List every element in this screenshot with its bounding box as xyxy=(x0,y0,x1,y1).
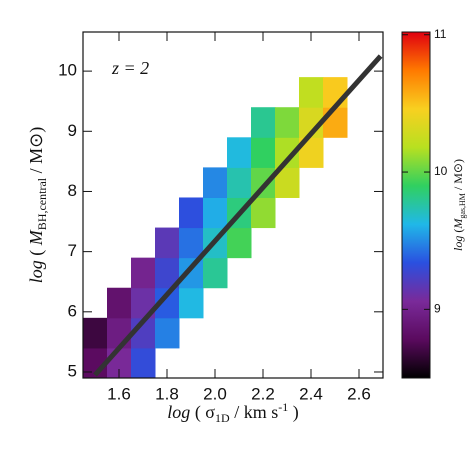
fit-line xyxy=(93,54,383,377)
heatmap-cell xyxy=(107,317,132,349)
heatmap-cell xyxy=(251,197,276,229)
x-axis-label: log ( σ1D / km s-1 ) xyxy=(167,400,298,425)
heatmap-cell xyxy=(179,257,204,289)
heatmap-cell xyxy=(179,227,204,259)
heatmap-cell xyxy=(203,197,228,229)
heatmap xyxy=(83,77,348,379)
y-tick-label: 10 xyxy=(58,61,77,80)
heatmap-cell xyxy=(251,137,276,168)
annotation: z = 2 xyxy=(111,58,149,78)
colorbar-tick-label: 11 xyxy=(434,27,447,41)
heatmap-cell xyxy=(155,317,180,349)
heatmap-cell xyxy=(227,137,252,168)
heatmap-cell xyxy=(227,167,252,198)
heatmap-cell xyxy=(227,227,252,259)
heatmap-cell xyxy=(275,107,300,138)
heatmap-cell xyxy=(83,317,108,349)
y-tick-label: 6 xyxy=(68,301,77,320)
heatmap-cell xyxy=(299,77,324,108)
colorbar-tick-label: 9 xyxy=(434,302,441,316)
heatmap-cell xyxy=(131,257,156,289)
heatmap-cell xyxy=(179,197,204,229)
heatmap-cell xyxy=(251,107,276,138)
plot-frame xyxy=(82,31,384,379)
x-tick-label: 2.0 xyxy=(203,384,227,403)
y-tick-label: 9 xyxy=(68,121,77,140)
heatmap-cell xyxy=(107,287,132,319)
x-tick-label: 2.4 xyxy=(299,384,323,403)
colorbar xyxy=(401,31,431,379)
y-tick-label: 7 xyxy=(68,241,77,260)
heatmap-cell xyxy=(155,227,180,259)
heatmap-cell xyxy=(203,167,228,198)
x-tick-label: 1.8 xyxy=(155,384,179,403)
y-axis-label: log ( MBH,central / M⊙) xyxy=(26,127,49,283)
colorbar-tick-label: 10 xyxy=(434,164,448,178)
heatmap-cell xyxy=(323,107,348,138)
colorbar-label: log (Mgas,HM / M⊙) xyxy=(451,159,467,251)
heatmap-cell xyxy=(203,257,228,289)
x-tick-label: 2.6 xyxy=(347,384,371,403)
y-tick-label: 5 xyxy=(68,361,77,380)
x-tick-label: 1.6 xyxy=(107,384,131,403)
heatmap-cell xyxy=(323,77,348,108)
heatmap-cell xyxy=(131,347,156,379)
heatmap-cell xyxy=(179,287,204,319)
y-tick-label: 8 xyxy=(68,181,77,200)
x-tick-label: 2.2 xyxy=(251,384,275,403)
